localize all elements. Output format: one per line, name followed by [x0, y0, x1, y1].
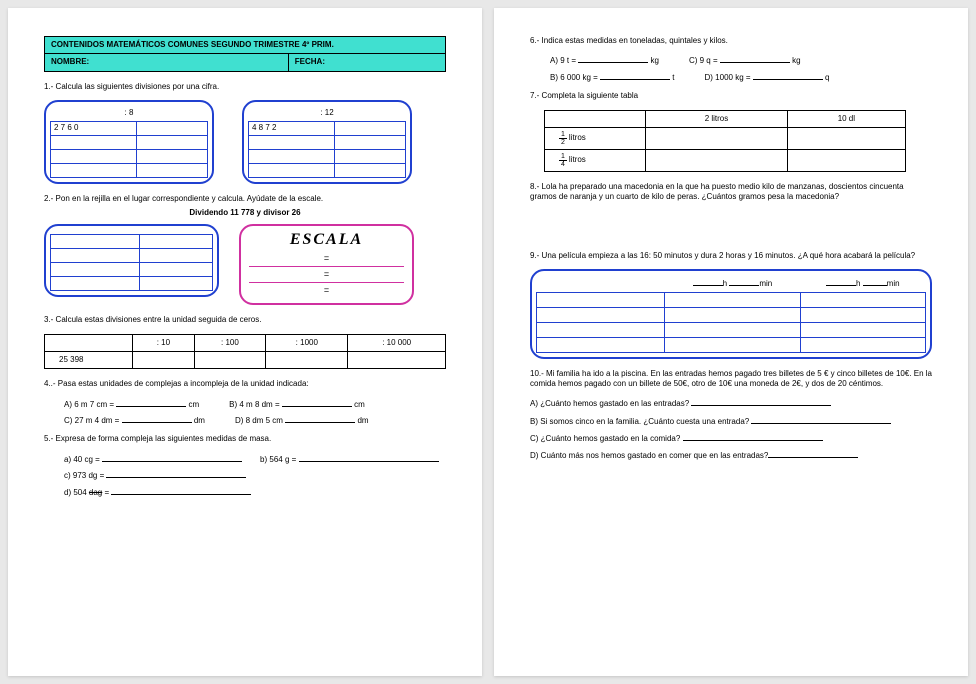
q4-c: C) 27 m 4 dm = dm	[64, 414, 205, 426]
q3-text: 3.- Calcula estas divisiones entre la un…	[44, 315, 446, 325]
q6-opts: A) 9 t = kg C) 9 q = kg B) 6 000 kg = t …	[530, 54, 932, 83]
escala-l3: =	[249, 283, 404, 299]
escala-box: ESCALA = = =	[239, 224, 414, 305]
q4-d: D) 8 dm 5 cm dm	[235, 414, 369, 426]
header-box: CONTENIDOS MATEMÁTICOS COMUNES SEGUNDO T…	[44, 36, 446, 72]
q1-t1-val: 2 7 6 0	[51, 121, 137, 135]
q7-text: 7.- Completa la siguiente tabla	[530, 91, 932, 101]
q2-grid	[44, 224, 219, 297]
q10-b: B) Si somos cinco en la familia. ¿Cuánto…	[530, 415, 932, 427]
q10-d: D) Cuánto más nos hemos gastado en comer…	[530, 449, 932, 461]
q3-h1: : 10	[133, 334, 194, 351]
page-2: 6.- Indica estas medidas en toneladas, q…	[494, 8, 968, 676]
q4-a: A) 6 m 7 cm = cm	[64, 398, 199, 410]
q7-h2: 10 dl	[787, 110, 905, 127]
nombre-label: NOMBRE:	[45, 54, 289, 70]
q2-text: 2.- Pon en la rejilla en el lugar corres…	[44, 194, 446, 204]
q4-opts: A) 6 m 7 cm = cm B) 4 m 8 dm = cm C) 27 …	[44, 398, 446, 427]
q6-d: D) 1000 kg = q	[705, 71, 830, 83]
q1-t2-head: : 12	[249, 106, 406, 121]
q9-text: 9.- Una película empieza a las 16: 50 mi…	[530, 251, 932, 261]
escala-title: ESCALA	[249, 230, 404, 251]
q6-text: 6.- Indica estas medidas en toneladas, q…	[530, 36, 932, 46]
q5-a: a) 40 cg =	[64, 453, 242, 465]
q6-c: C) 9 q = kg	[689, 54, 801, 66]
q3-h3: : 1000	[266, 334, 348, 351]
q10-text: 10.- Mi familia ha ido a la piscina. En …	[530, 369, 932, 390]
header-title: CONTENIDOS MATEMÁTICOS COMUNES SEGUNDO T…	[45, 37, 445, 54]
q5-b: b) 564 g =	[260, 453, 438, 465]
q2-row: ESCALA = = =	[44, 224, 446, 305]
q10-c: C) ¿Cuánto hemos gastado en la comida?	[530, 432, 932, 444]
q3-h2: : 100	[194, 334, 266, 351]
q7-r2: 14 litros	[545, 149, 646, 171]
q5-opts: a) 40 cg = b) 564 g = c) 973 dg = d) 504…	[44, 453, 446, 498]
q5-c: c) 973 dg =	[64, 469, 246, 481]
q1-t2-val: 4 8 7 2	[249, 121, 335, 135]
q7-table: 2 litros 10 dl 12 litros 14 litros	[544, 110, 906, 172]
q5-d: d) 504 dag =	[64, 486, 251, 498]
fecha-label: FECHA:	[289, 54, 445, 70]
q9-table: h min h min	[530, 269, 932, 358]
q1-text: 1.- Calcula las siguientes divisiones po…	[44, 82, 446, 92]
q4-text: 4..- Pasa estas unidades de complejas a …	[44, 379, 446, 389]
page-1: CONTENIDOS MATEMÁTICOS COMUNES SEGUNDO T…	[8, 8, 482, 676]
q3-val: 25 398	[45, 351, 133, 368]
q9-head2: h min	[800, 275, 925, 292]
q8-text: 8.- Lola ha preparado una macedonia en l…	[530, 182, 932, 203]
q2-sub: Dividendo 11 778 y divisor 26	[44, 208, 446, 218]
q9-head1: h min	[665, 275, 800, 292]
q7-h1: 2 litros	[646, 110, 788, 127]
q1-tables: : 8 2 7 6 0 : 12 4 8 7 2	[44, 100, 446, 183]
q1-table-1: : 8 2 7 6 0	[44, 100, 214, 183]
q7-r1: 12 litros	[545, 127, 646, 149]
q5-text: 5.- Expresa de forma compleja las siguie…	[44, 434, 446, 444]
q6-a: A) 9 t = kg	[550, 54, 659, 66]
q1-t1-head: : 8	[51, 106, 208, 121]
q3-table: : 10 : 100 : 1000 : 10 000 25 398	[44, 334, 446, 370]
q4-b: B) 4 m 8 dm = cm	[229, 398, 365, 410]
q1-table-2: : 12 4 8 7 2	[242, 100, 412, 183]
q10-a: A) ¿Cuánto hemos gastado en las entradas…	[530, 397, 932, 409]
escala-l1: =	[249, 251, 404, 267]
escala-l2: =	[249, 267, 404, 283]
q6-b: B) 6 000 kg = t	[550, 71, 675, 83]
q3-h4: : 10 000	[348, 334, 446, 351]
